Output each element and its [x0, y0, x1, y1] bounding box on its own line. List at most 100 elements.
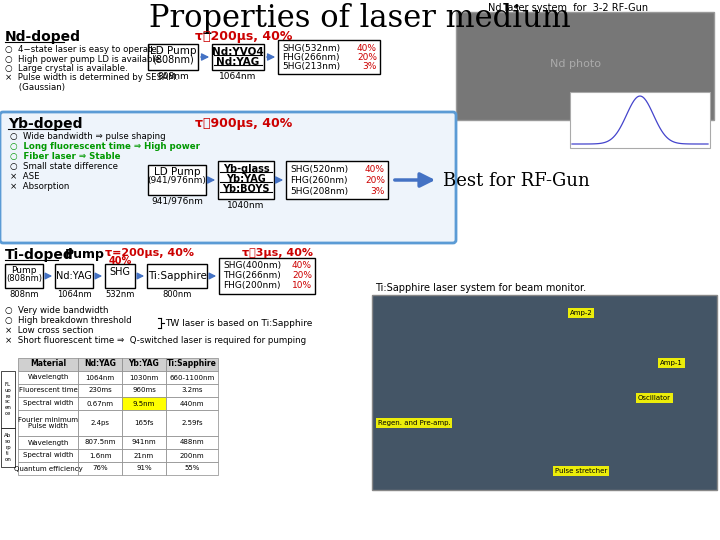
- Text: 660-1100nm: 660-1100nm: [169, 375, 215, 381]
- Bar: [122, 384, 166, 397]
- Text: 960ms: 960ms: [132, 388, 156, 394]
- Bar: [78, 371, 122, 384]
- Text: 1.6nm: 1.6nm: [89, 453, 112, 458]
- Text: 76%: 76%: [92, 465, 108, 471]
- Bar: [372, 295, 717, 490]
- Bar: [166, 384, 218, 397]
- Text: Spectral width: Spectral width: [23, 401, 73, 407]
- Bar: [18, 462, 78, 475]
- Text: FHG(266nm): FHG(266nm): [282, 53, 340, 62]
- Text: ○  Large crystal is available.: ○ Large crystal is available.: [5, 64, 127, 73]
- Text: Properties of laser medium: Properties of laser medium: [149, 3, 571, 34]
- Text: (808nm): (808nm): [152, 55, 194, 65]
- Text: Nd:YAG: Nd:YAG: [217, 57, 260, 67]
- Bar: [18, 449, 78, 462]
- Bar: [166, 358, 218, 371]
- Text: SHG(400nm): SHG(400nm): [223, 261, 281, 270]
- Text: 5HG(213nm): 5HG(213nm): [282, 62, 340, 71]
- Text: 20%: 20%: [292, 271, 312, 280]
- Bar: [212, 44, 264, 70]
- Text: Amp-1: Amp-1: [660, 360, 683, 366]
- Text: τ～200μs, 40%: τ～200μs, 40%: [195, 30, 292, 43]
- FancyBboxPatch shape: [0, 112, 456, 243]
- Bar: [456, 12, 714, 120]
- Text: 55%: 55%: [184, 465, 199, 471]
- Text: Nd:YAG: Nd:YAG: [56, 271, 92, 281]
- Text: Yb:YAG: Yb:YAG: [129, 359, 159, 368]
- Text: LD Pump: LD Pump: [150, 46, 197, 56]
- Bar: [105, 264, 135, 288]
- Text: τ～900μs, 40%: τ～900μs, 40%: [195, 117, 292, 130]
- Bar: [219, 258, 315, 294]
- Text: Nd-doped: Nd-doped: [5, 30, 81, 44]
- Text: Best for RF-Gun: Best for RF-Gun: [443, 172, 590, 190]
- Bar: [18, 371, 78, 384]
- Text: Yb-glass: Yb-glass: [222, 164, 269, 174]
- Text: 91%: 91%: [136, 465, 152, 471]
- Bar: [18, 358, 78, 371]
- Text: ○  Small state difference: ○ Small state difference: [10, 162, 118, 171]
- Text: 941nm: 941nm: [132, 440, 156, 445]
- Bar: [78, 436, 122, 449]
- Text: 3.2ms: 3.2ms: [181, 388, 203, 394]
- Text: Regen. and Pre-amp.: Regen. and Pre-amp.: [378, 420, 451, 426]
- Text: SHG: SHG: [109, 267, 130, 277]
- Text: (808nm): (808nm): [6, 274, 42, 283]
- Bar: [147, 264, 207, 288]
- Text: Yb-doped: Yb-doped: [8, 117, 83, 131]
- Bar: [166, 410, 218, 436]
- Text: SHG(532nm): SHG(532nm): [282, 44, 340, 53]
- Text: ○  Long fluorescent time ⇒ High power: ○ Long fluorescent time ⇒ High power: [10, 142, 200, 151]
- Text: Ti:Sapphire: Ti:Sapphire: [167, 359, 217, 368]
- Bar: [570, 92, 710, 148]
- Text: (941/976nm): (941/976nm): [148, 176, 207, 185]
- Text: 5HG(208nm): 5HG(208nm): [290, 187, 348, 196]
- Bar: [166, 449, 218, 462]
- Text: 9.5nm: 9.5nm: [132, 401, 156, 407]
- Text: ○  Very wide bandwidth: ○ Very wide bandwidth: [5, 306, 109, 315]
- Text: Pump: Pump: [12, 266, 37, 275]
- Text: 2.59fs: 2.59fs: [181, 420, 203, 426]
- Text: Ti-doped: Ti-doped: [5, 248, 73, 262]
- Text: ×  ASE: × ASE: [10, 172, 40, 181]
- Text: (Gaussian): (Gaussian): [5, 83, 65, 92]
- Bar: [278, 40, 380, 74]
- Text: 3%: 3%: [371, 187, 385, 196]
- Text: 1064nm: 1064nm: [86, 375, 114, 381]
- Text: Quantum efficiency: Quantum efficiency: [14, 465, 82, 471]
- Bar: [18, 384, 78, 397]
- Bar: [122, 397, 166, 410]
- Text: 20%: 20%: [357, 53, 377, 62]
- Bar: [218, 161, 274, 199]
- Bar: [166, 397, 218, 410]
- Bar: [1, 428, 15, 467]
- Text: τ～3μs, 40%: τ～3μs, 40%: [242, 248, 313, 258]
- Text: FHG(200nm): FHG(200nm): [223, 281, 281, 290]
- Bar: [122, 371, 166, 384]
- Text: TW laser is based on Ti:Sapphire: TW laser is based on Ti:Sapphire: [165, 319, 312, 327]
- Text: Nd:YVO4: Nd:YVO4: [212, 47, 264, 57]
- Text: Pulse stretcher: Pulse stretcher: [555, 468, 607, 474]
- Bar: [122, 358, 166, 371]
- Text: Spectral width: Spectral width: [23, 453, 73, 458]
- Bar: [78, 358, 122, 371]
- Text: Ab
so
rp
ti
on: Ab so rp ti on: [4, 434, 12, 462]
- Bar: [166, 436, 218, 449]
- Bar: [78, 410, 122, 436]
- Text: 40%: 40%: [357, 44, 377, 53]
- Text: Fourier minimum
Pulse width: Fourier minimum Pulse width: [18, 416, 78, 429]
- Bar: [78, 449, 122, 462]
- Text: 1030nm: 1030nm: [130, 375, 158, 381]
- Text: ○  4−state laser is easy to operate.: ○ 4−state laser is easy to operate.: [5, 45, 159, 54]
- Text: 1064nm: 1064nm: [220, 72, 257, 81]
- Text: 165fs: 165fs: [134, 420, 154, 426]
- Text: ×  Pulse width is determined by SESAM.: × Pulse width is determined by SESAM.: [5, 73, 179, 83]
- Bar: [122, 436, 166, 449]
- Text: 1040nm: 1040nm: [228, 201, 265, 210]
- Text: 40%: 40%: [109, 256, 132, 266]
- Text: 807.5nm: 807.5nm: [84, 440, 116, 445]
- Bar: [5, 264, 43, 288]
- Text: 21nm: 21nm: [134, 453, 154, 458]
- Text: ×  Low cross section: × Low cross section: [5, 326, 94, 335]
- Text: 230ms: 230ms: [88, 388, 112, 394]
